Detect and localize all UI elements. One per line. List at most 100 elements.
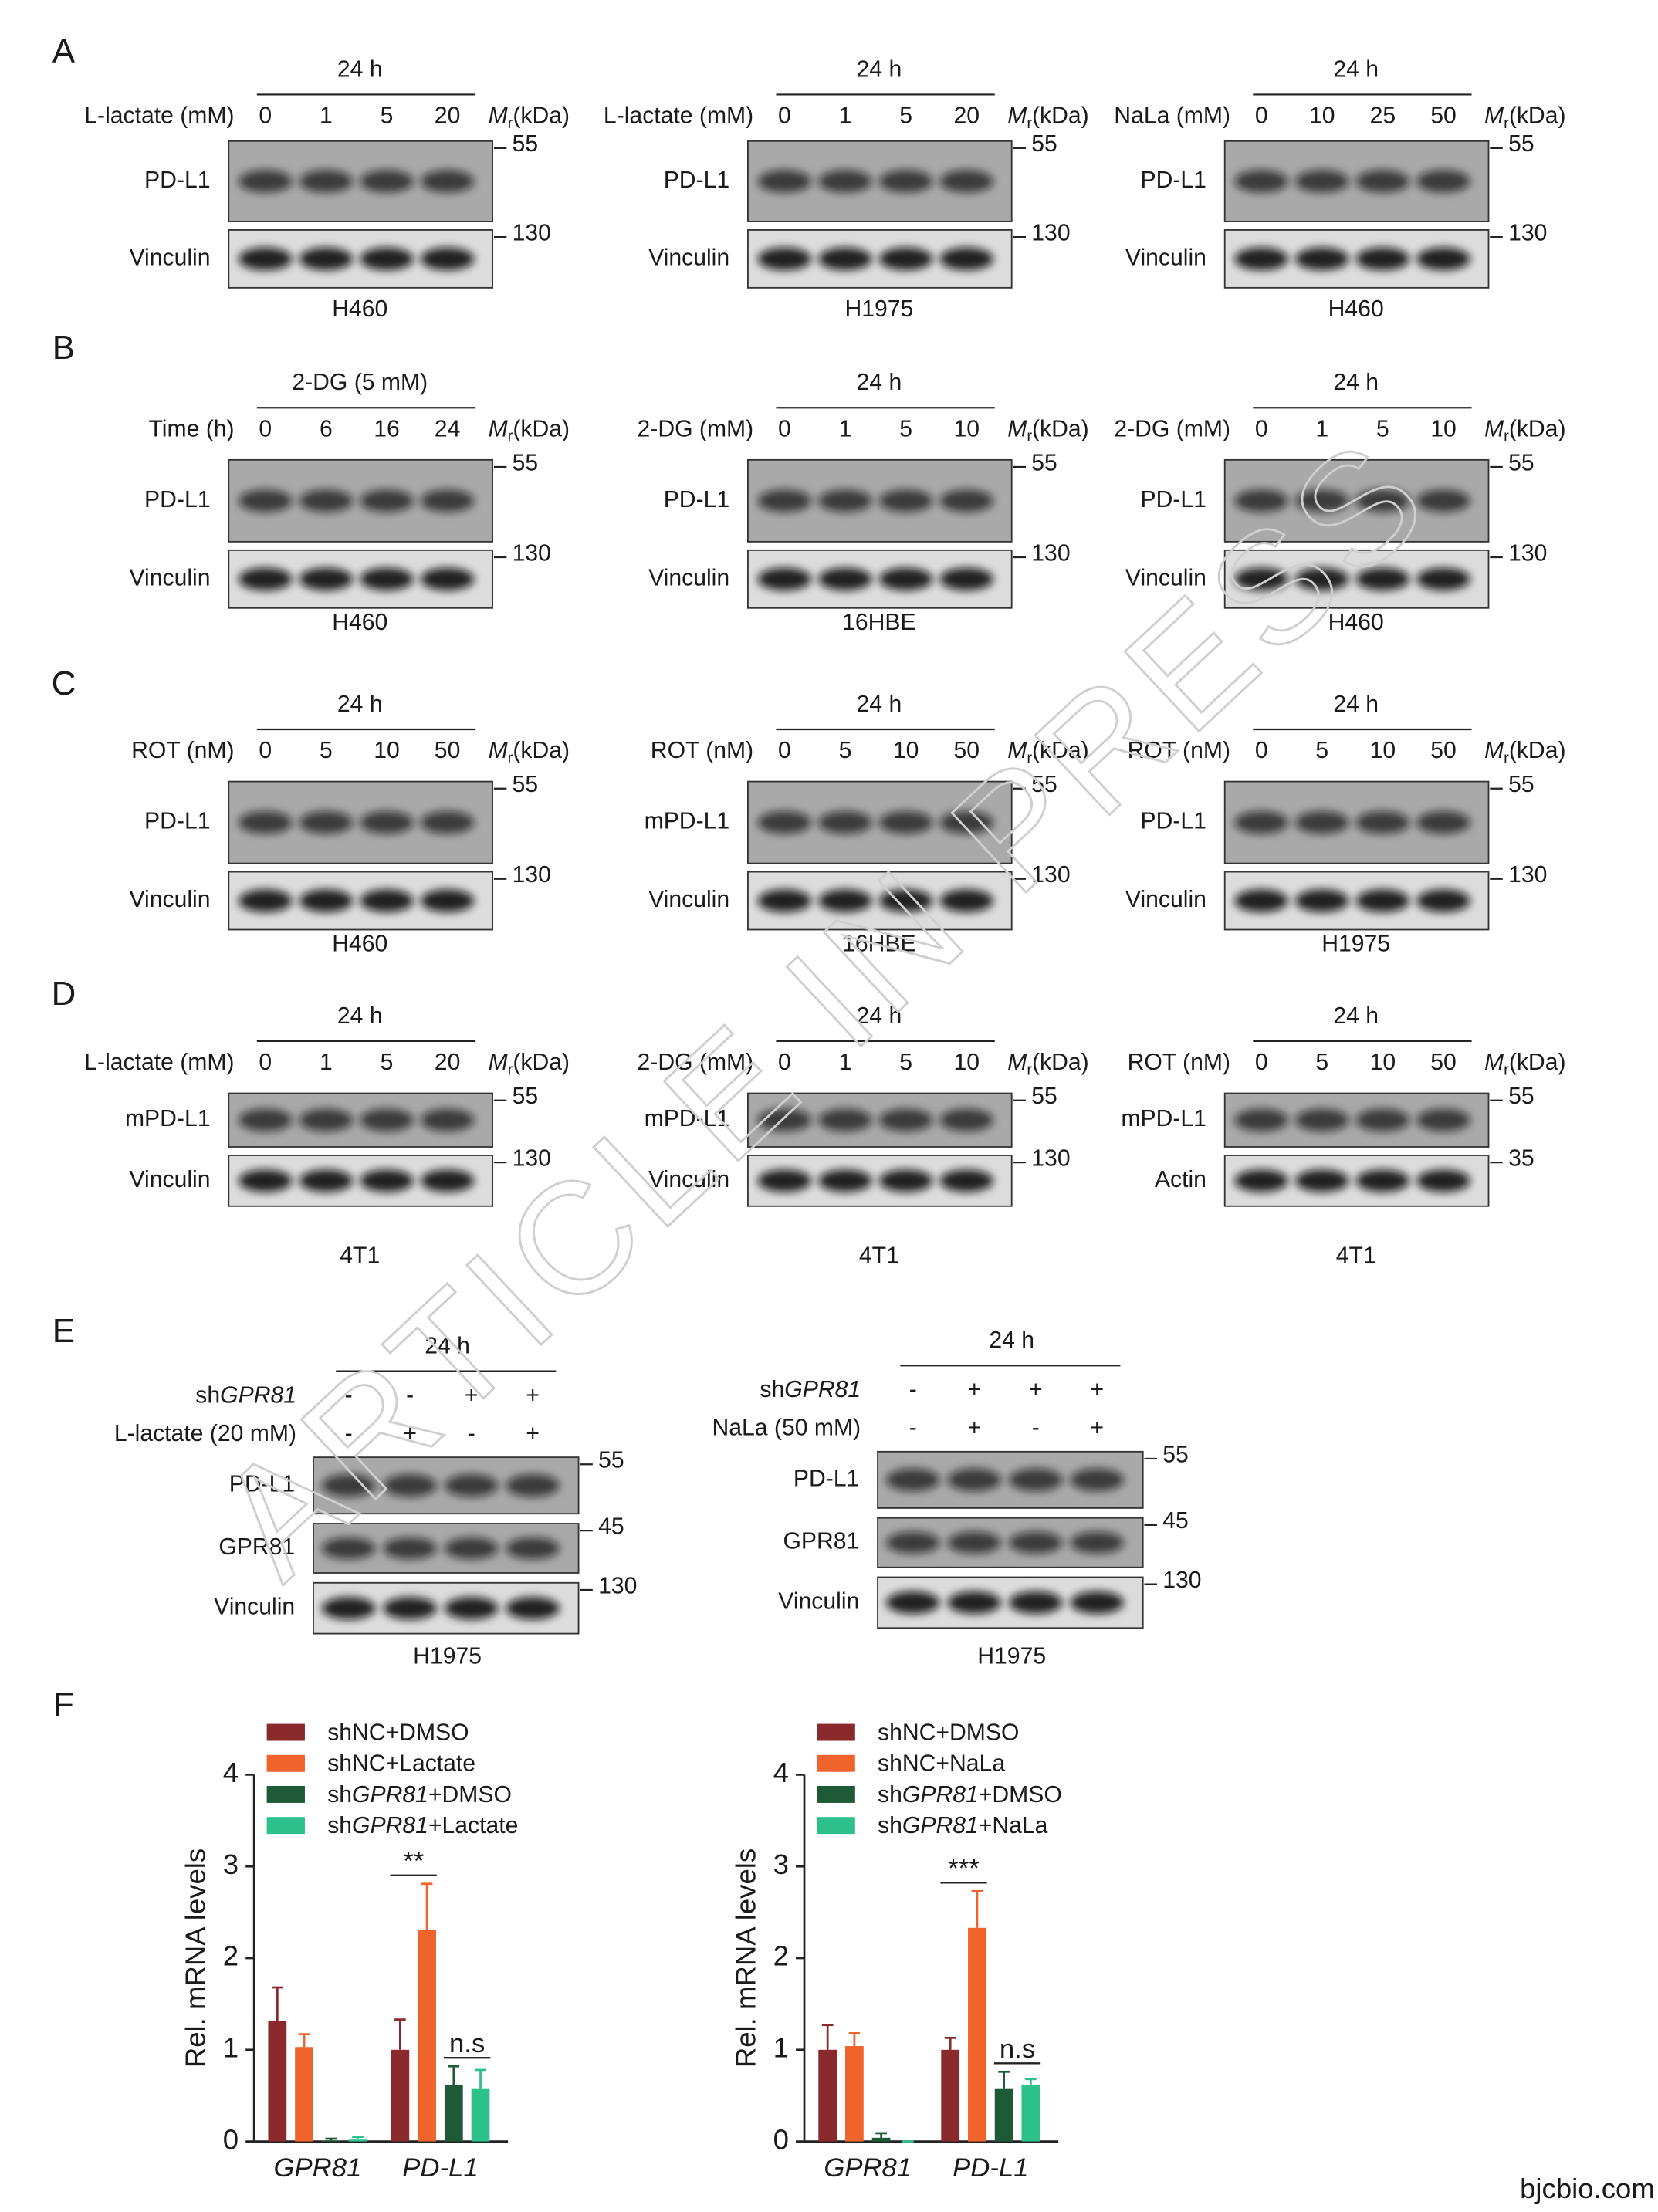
band bbox=[1416, 170, 1470, 193]
band bbox=[939, 1169, 993, 1192]
lane-label: 5 bbox=[899, 416, 912, 441]
band bbox=[420, 1169, 475, 1192]
row-label: Vinculin bbox=[648, 565, 729, 590]
lane-label: 6 bbox=[320, 416, 333, 441]
cell-line: H1975 bbox=[1321, 932, 1390, 957]
lane-label: 20 bbox=[435, 1050, 461, 1075]
text-part: +Lactate bbox=[428, 1813, 518, 1838]
marker-label: 130 bbox=[1162, 1568, 1201, 1593]
text-part: GPR81 bbox=[902, 1782, 979, 1808]
band bbox=[1295, 567, 1349, 590]
error-bar bbox=[475, 2068, 486, 2089]
row-label: PD-L1 bbox=[1141, 487, 1206, 512]
row-label: PD-L1 bbox=[664, 487, 729, 512]
blot-header: 24 h bbox=[1333, 1003, 1379, 1029]
y-tick-label: 2 bbox=[223, 1940, 239, 1972]
band bbox=[1416, 1169, 1470, 1192]
text-part: PD-L1 bbox=[953, 2153, 1028, 2183]
band bbox=[1295, 810, 1349, 834]
lane-label: 10 bbox=[1430, 416, 1457, 441]
band bbox=[420, 810, 475, 834]
condition-label: L-lactate (mM) bbox=[604, 103, 753, 129]
text-part: PD-L1 bbox=[402, 2153, 478, 2183]
sign: + bbox=[967, 1415, 981, 1441]
band bbox=[1295, 889, 1349, 912]
mr-sub: r bbox=[508, 428, 513, 445]
blot-header: 24 h bbox=[857, 1003, 902, 1029]
error-bar bbox=[394, 2018, 406, 2050]
cell-line: H460 bbox=[332, 932, 387, 957]
band bbox=[239, 810, 293, 834]
band bbox=[420, 567, 475, 590]
band bbox=[321, 1537, 376, 1560]
bar bbox=[941, 2049, 960, 2142]
mr-symbol: M bbox=[489, 1050, 509, 1075]
bar bbox=[444, 2084, 463, 2142]
y-axis-label: Rel. mRNA levels bbox=[730, 1848, 762, 2068]
x-tick-label: PD-L1 bbox=[402, 2153, 478, 2183]
band bbox=[360, 567, 414, 590]
marker-label: 130 bbox=[598, 1573, 637, 1598]
band bbox=[1070, 1531, 1125, 1554]
band bbox=[299, 567, 354, 590]
marker-label: 55 bbox=[598, 1448, 624, 1473]
lane-label: 10 bbox=[953, 1050, 980, 1075]
band bbox=[299, 247, 354, 271]
text-part: GPR81 bbox=[902, 1813, 979, 1838]
lane-label: 1 bbox=[320, 103, 333, 129]
mr-symbol: M bbox=[1484, 103, 1504, 129]
legend-label: shGPR81+NaLa bbox=[878, 1813, 1048, 1838]
text-part: +NaLa bbox=[979, 1813, 1048, 1838]
band bbox=[506, 1597, 560, 1620]
mr-sub: r bbox=[1504, 750, 1509, 767]
legend-label: shNC+Lactate bbox=[327, 1751, 475, 1777]
band bbox=[1355, 247, 1410, 271]
legend-swatch bbox=[817, 1817, 855, 1835]
lane-label: 0 bbox=[259, 1050, 272, 1075]
cell-line: H1975 bbox=[977, 1644, 1046, 1669]
panel-letter: C bbox=[52, 665, 76, 702]
lane-label: 50 bbox=[1430, 103, 1457, 129]
row-label: GPR81 bbox=[783, 1529, 859, 1554]
lane-label: 10 bbox=[374, 738, 400, 763]
band bbox=[1009, 1531, 1063, 1554]
lane-label: 10 bbox=[1370, 738, 1396, 763]
mr-sub: r bbox=[1027, 115, 1032, 132]
sign: + bbox=[967, 1377, 981, 1402]
band bbox=[383, 1537, 437, 1560]
condition-label: 2-DG (mM) bbox=[638, 416, 754, 441]
legend-label: shGPR81+DMSO bbox=[878, 1782, 1062, 1808]
lane-label: 16 bbox=[374, 416, 400, 441]
bar bbox=[968, 1927, 986, 2142]
band bbox=[299, 1169, 354, 1192]
mr-label: Mr(kDa) bbox=[1484, 1050, 1566, 1078]
mr-symbol: M bbox=[1484, 416, 1504, 441]
text-part: GPR81 bbox=[273, 2153, 361, 2183]
row-label: PD-L1 bbox=[144, 809, 210, 834]
lane-label: 20 bbox=[953, 103, 980, 129]
sign: + bbox=[1090, 1415, 1104, 1441]
legend-swatch bbox=[266, 1723, 305, 1741]
band bbox=[878, 170, 933, 193]
error-bar bbox=[325, 2137, 337, 2141]
sign: - bbox=[909, 1377, 917, 1402]
marker-label: 130 bbox=[513, 862, 551, 888]
row-label: Vinculin bbox=[1125, 565, 1206, 590]
band bbox=[947, 1468, 1001, 1491]
band bbox=[360, 170, 414, 193]
marker-label: 130 bbox=[513, 220, 551, 245]
panel-letter: A bbox=[52, 32, 76, 70]
y-tick-label: 3 bbox=[773, 1848, 789, 1880]
cell-line: H460 bbox=[332, 610, 387, 635]
legend-label: shNC+DMSO bbox=[327, 1720, 469, 1745]
text-part: sh bbox=[195, 1382, 220, 1408]
bar bbox=[295, 2047, 313, 2142]
band bbox=[878, 489, 933, 512]
lane-label: 0 bbox=[1255, 1050, 1268, 1075]
error-bar bbox=[971, 1889, 983, 1928]
band bbox=[383, 1474, 437, 1497]
band bbox=[757, 1169, 812, 1192]
band bbox=[1416, 889, 1470, 912]
significance-label: n.s bbox=[449, 2029, 485, 2058]
condition-label: NaLa (mM) bbox=[1114, 103, 1230, 129]
